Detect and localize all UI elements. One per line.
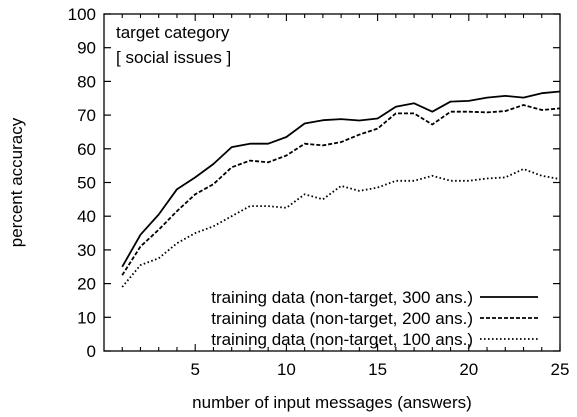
- legend-entry-100: training data (non-target, 100 ans.): [211, 330, 473, 349]
- y-tick-label-100: 100: [68, 5, 96, 24]
- annotation-target-category: target category: [116, 23, 230, 42]
- y-tick-label-90: 90: [77, 39, 96, 58]
- series-layer: [121, 90, 561, 288]
- y-tick-label-0: 0: [87, 342, 96, 361]
- y-axis: 0 10 20 30 40 50 60 70 80 90 100: [68, 5, 560, 361]
- y-tick-label-60: 60: [77, 140, 96, 159]
- x-tick-label-10: 10: [277, 360, 296, 379]
- annotation-social-issues: [ social issues ]: [116, 48, 231, 67]
- y-tick-label-80: 80: [77, 72, 96, 91]
- series-line-training-data-non-target-300-ans: [121, 90, 561, 268]
- y-tick-label-70: 70: [77, 106, 96, 125]
- x-tick-label-5: 5: [190, 360, 199, 379]
- legend: training data (non-target, 300 ans.) tra…: [211, 288, 538, 349]
- x-axis-label: number of input messages (answers): [192, 393, 472, 412]
- y-tick-label-20: 20: [77, 275, 96, 294]
- plot-frame: [103, 13, 561, 352]
- x-tick-label-25: 25: [551, 360, 570, 379]
- x-tick-label-15: 15: [368, 360, 387, 379]
- legend-entry-200: training data (non-target, 200 ans.): [211, 309, 473, 328]
- series-line-training-data-non-target-200-ans: [121, 104, 561, 276]
- x-axis: 5 10 15 20 25: [121, 14, 570, 379]
- y-tick-label-30: 30: [77, 241, 96, 260]
- y-tick-label-50: 50: [77, 174, 96, 193]
- legend-entry-300: training data (non-target, 300 ans.): [211, 288, 473, 307]
- y-tick-label-40: 40: [77, 207, 96, 226]
- x-tick-label-20: 20: [459, 360, 478, 379]
- series-line-training-data-non-target-100-ans: [121, 168, 561, 288]
- y-axis-label: percent accuracy: [7, 117, 26, 247]
- y-tick-label-10: 10: [77, 308, 96, 327]
